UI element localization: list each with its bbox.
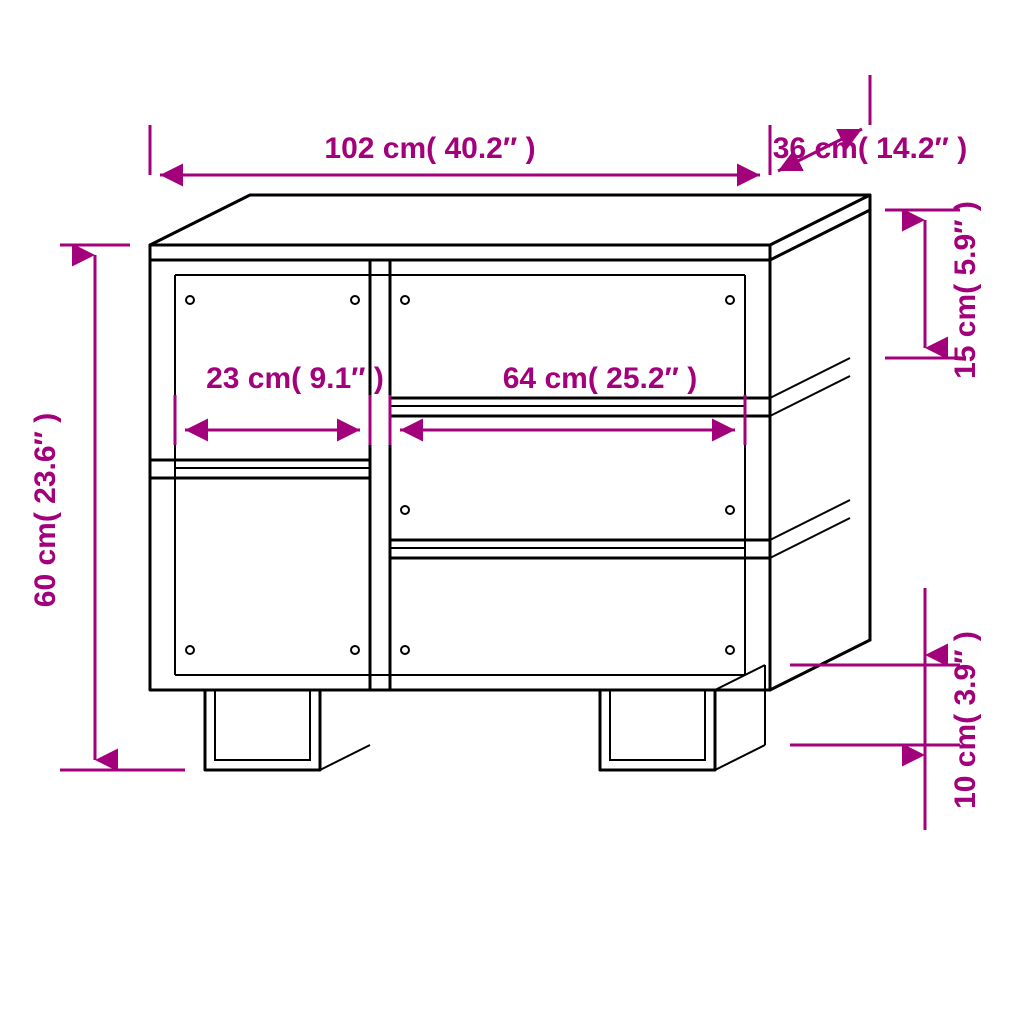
dim-shelf-right: 64 cm( 25.2″ ) bbox=[503, 362, 697, 395]
dim-leg: 10 cm( 3.9″ ) bbox=[949, 631, 982, 809]
dim-depth: 36 cm( 14.2″ ) bbox=[773, 132, 967, 165]
dim-shelf-left: 23 cm( 9.1″ ) bbox=[206, 362, 384, 395]
cabinet-outline bbox=[150, 195, 870, 770]
dimension-annotations: 102 cm( 40.2″ ) 36 cm( 14.2″ ) 60 cm( 23… bbox=[29, 75, 982, 830]
dimension-diagram: 102 cm( 40.2″ ) 36 cm( 14.2″ ) 60 cm( 23… bbox=[0, 0, 1024, 1024]
dim-height: 60 cm( 23.6″ ) bbox=[29, 413, 62, 607]
dim-top-gap: 15 cm( 5.9″ ) bbox=[949, 201, 982, 379]
dim-width: 102 cm( 40.2″ ) bbox=[324, 132, 535, 165]
